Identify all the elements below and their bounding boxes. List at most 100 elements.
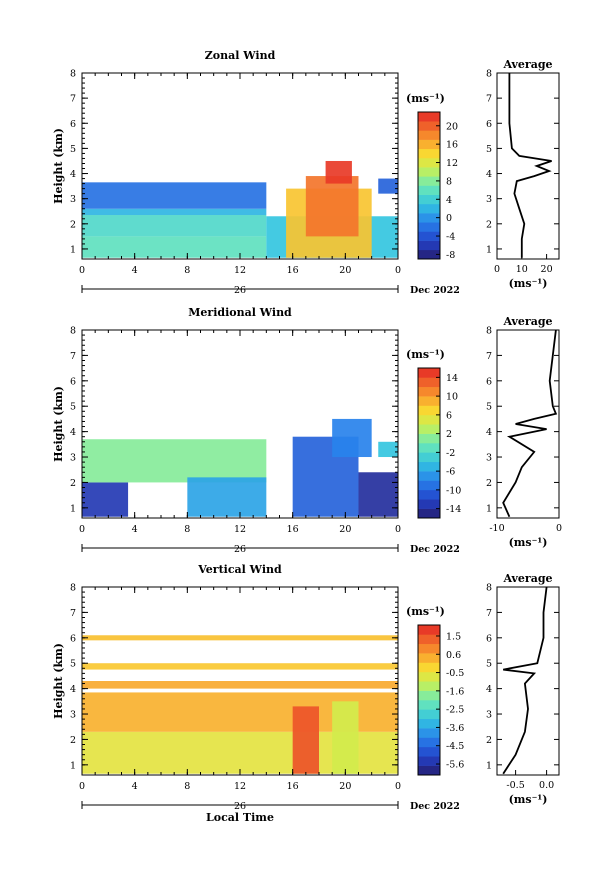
heat-region [82, 663, 398, 670]
average-xlabel: (ms⁻¹) [509, 536, 548, 549]
x-tick-label: 4 [132, 524, 138, 535]
date-day: 26 [234, 544, 246, 555]
date-day: 26 [234, 285, 246, 296]
avg-x-tick-label: -0.5 [506, 780, 524, 791]
heat-region [82, 208, 267, 216]
y-axis-label: Height (km) [52, 643, 65, 719]
heat-region [82, 635, 398, 641]
y-tick-label: 2 [70, 219, 76, 230]
average-profile-panel: Average 1 2 3 4 5 6 7 8 0 10 20 (ms⁻¹) [486, 58, 560, 290]
colorbar-segment [418, 424, 440, 434]
y-tick-label: 3 [70, 453, 76, 464]
x-tick-label: 12 [234, 265, 246, 276]
colorbar-segment [418, 480, 440, 491]
panel-title: Zonal Wind [205, 49, 276, 62]
colorbar-tick-label: 0.6 [446, 650, 461, 661]
avg-y-tick-label: 4 [486, 169, 492, 180]
x-tick-label: 20 [339, 781, 351, 792]
y-tick-label: 1 [70, 503, 76, 514]
avg-y-tick-label: 7 [486, 608, 492, 619]
colorbar-segment [418, 112, 440, 122]
heat-regions [82, 160, 398, 258]
colorbar-segment [418, 452, 440, 463]
average-title: Average [502, 58, 552, 71]
x-tick-label: 0 [395, 265, 401, 276]
y-axis-label: Height (km) [52, 128, 65, 204]
avg-y-tick-label: 5 [486, 402, 492, 413]
avg-y-tick-label: 6 [486, 376, 492, 387]
colorbar-tick-label: 0 [446, 213, 452, 224]
colorbar-segment [418, 499, 440, 509]
heat-region [325, 160, 352, 184]
avg-y-tick-label: 2 [486, 735, 492, 746]
x-axis-label: Local Time [206, 811, 274, 824]
colorbar-segment [418, 185, 440, 195]
colorbar-tick-label: -2.5 [446, 705, 464, 716]
colorbar-segment [418, 461, 440, 472]
colorbar-segment [418, 222, 440, 232]
x-tick-label: 16 [287, 265, 299, 276]
avg-y-tick-label: 3 [486, 710, 492, 721]
heat-region [378, 441, 398, 458]
colorbar-segment [418, 176, 440, 186]
y-tick-label: 6 [70, 376, 76, 387]
colorbar-tick-label: -14 [446, 504, 461, 515]
colorbar-segment [418, 634, 440, 645]
average-profile-panel: Average 1 2 3 4 5 6 7 8 -10 0 (ms⁻¹) [486, 315, 562, 549]
colorbar-units: (ms⁻¹) [406, 92, 445, 105]
colorbar-segment [418, 728, 440, 738]
colorbar-segment [418, 690, 440, 701]
date-label: Dec 2022 [410, 285, 460, 296]
colorbar-segment [418, 368, 440, 378]
colorbar-tick-label: 20 [446, 121, 458, 132]
avg-y-tick-label: 4 [486, 684, 492, 695]
avg-y-tick-label: 8 [486, 69, 492, 80]
colorbar-segment [418, 433, 440, 444]
average-profile-line [502, 329, 558, 518]
colorbar-segment [418, 167, 440, 177]
colorbar-segment [418, 414, 440, 425]
average-xlabel: (ms⁻¹) [509, 277, 548, 290]
colorbar-frame [417, 367, 441, 519]
y-tick-label: 6 [70, 119, 76, 130]
y-tick-label: 5 [70, 659, 76, 670]
colorbar-segment [418, 681, 440, 691]
colorbar-tick-label: 12 [446, 158, 458, 169]
avg-y-tick-label: 7 [486, 94, 492, 105]
y-tick-label: 7 [70, 351, 76, 362]
x-tick-label: 16 [287, 524, 299, 535]
y-tick-label: 7 [70, 94, 76, 105]
avg-y-tick-label: 7 [486, 351, 492, 362]
y-tick-label: 5 [70, 402, 76, 413]
heat-region [187, 477, 267, 517]
colorbar-segment [418, 443, 440, 453]
colorbar-segment [418, 765, 440, 776]
colorbar-segment [418, 700, 440, 710]
panel-title: Meridional Wind [188, 306, 292, 319]
colorbar-tick-label: -10 [446, 485, 461, 496]
colorbar-segment [418, 121, 440, 131]
colorbar-segment [418, 709, 440, 720]
colorbar-tick-label: -4 [446, 232, 455, 243]
colorbar-segment [418, 157, 440, 168]
colorbar-segment [418, 130, 440, 140]
heat-region [82, 236, 267, 258]
colorbar-segment [418, 148, 440, 159]
colorbar-tick-label: -2 [446, 448, 455, 459]
colorbar-segment [418, 240, 440, 251]
colorbar-tick-label: -8 [446, 250, 455, 261]
average-xlabel: (ms⁻¹) [509, 793, 548, 806]
avg-y-tick-label: 1 [486, 503, 492, 514]
colorbar-segment [418, 194, 440, 205]
avg-y-tick-label: 5 [486, 144, 492, 155]
colorbar-tick-label: 1.5 [446, 631, 461, 642]
colorbar-segment [418, 756, 440, 766]
x-tick-label: 0 [79, 265, 85, 276]
avg-y-tick-label: 6 [486, 119, 492, 130]
x-tick-label: 4 [132, 265, 138, 276]
colorbar-segment [418, 386, 440, 397]
y-tick-label: 7 [70, 608, 76, 619]
